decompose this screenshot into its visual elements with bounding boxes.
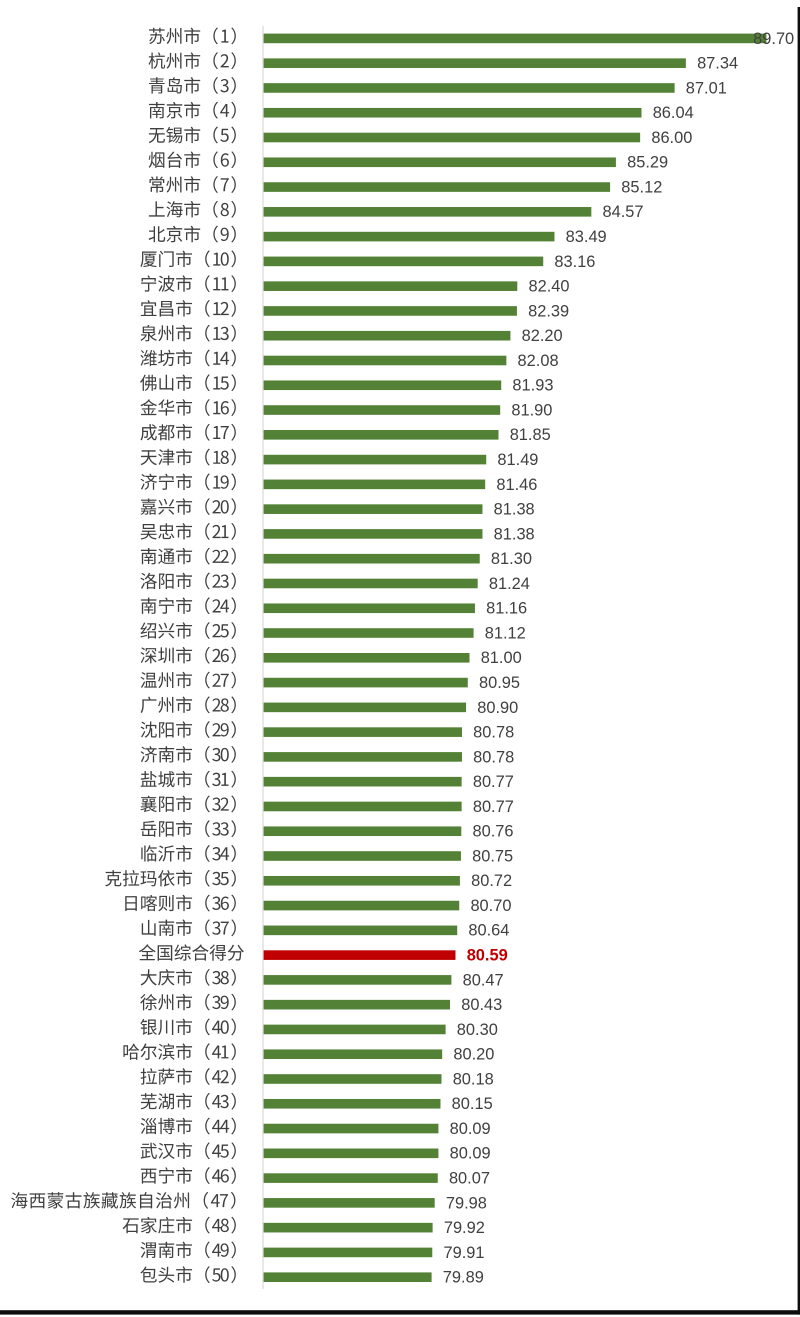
- svg-text:80.70: 80.70: [470, 897, 511, 915]
- svg-text:87.01: 87.01: [686, 79, 727, 97]
- svg-text:82.40: 82.40: [528, 278, 569, 296]
- svg-text:86.04: 86.04: [653, 104, 694, 122]
- svg-text:80.07: 80.07: [449, 1170, 490, 1188]
- svg-text:80.78: 80.78: [473, 724, 514, 742]
- svg-text:80.09: 80.09: [450, 1145, 491, 1163]
- svg-text:81.93: 81.93: [512, 377, 553, 395]
- svg-text:82.20: 82.20: [522, 327, 563, 345]
- svg-text:80.64: 80.64: [468, 922, 509, 940]
- svg-text:89.70: 89.70: [753, 30, 794, 48]
- svg-text:80.78: 80.78: [473, 748, 514, 766]
- svg-text:80.90: 80.90: [477, 699, 518, 717]
- svg-text:80.77: 80.77: [473, 773, 514, 791]
- svg-text:80.15: 80.15: [452, 1095, 493, 1113]
- svg-text:83.49: 83.49: [566, 228, 607, 246]
- svg-text:87.34: 87.34: [697, 55, 738, 73]
- svg-text:86.00: 86.00: [651, 129, 692, 147]
- svg-text:80.59: 80.59: [467, 947, 508, 965]
- svg-text:81.85: 81.85: [510, 426, 551, 444]
- svg-text:82.39: 82.39: [528, 302, 569, 320]
- svg-text:81.46: 81.46: [496, 476, 537, 494]
- svg-text:81.38: 81.38: [494, 525, 535, 543]
- svg-text:80.76: 80.76: [473, 823, 514, 841]
- svg-text:84.57: 84.57: [603, 203, 644, 221]
- svg-text:79.91: 79.91: [443, 1244, 484, 1262]
- svg-text:81.90: 81.90: [511, 401, 552, 419]
- svg-text:80.95: 80.95: [479, 674, 520, 692]
- svg-text:79.98: 79.98: [446, 1194, 487, 1212]
- svg-text:81.30: 81.30: [491, 550, 532, 568]
- svg-text:80.72: 80.72: [471, 872, 512, 890]
- svg-text:80.20: 80.20: [453, 1046, 494, 1064]
- svg-text:81.12: 81.12: [485, 624, 526, 642]
- svg-text:85.29: 85.29: [627, 154, 668, 172]
- svg-text:81.16: 81.16: [486, 600, 527, 618]
- svg-text:80.75: 80.75: [472, 847, 513, 865]
- svg-text:81.00: 81.00: [481, 649, 522, 667]
- svg-text:80.43: 80.43: [461, 996, 502, 1014]
- svg-text:79.92: 79.92: [444, 1219, 485, 1237]
- svg-text:79.89: 79.89: [443, 1269, 484, 1287]
- svg-text:80.18: 80.18: [453, 1070, 494, 1088]
- svg-text:83.16: 83.16: [554, 253, 595, 271]
- svg-text:80.09: 80.09: [450, 1120, 491, 1138]
- svg-text:80.30: 80.30: [457, 1021, 498, 1039]
- svg-text:81.24: 81.24: [489, 575, 530, 593]
- svg-text:81.49: 81.49: [497, 451, 538, 469]
- svg-text:82.08: 82.08: [518, 352, 559, 370]
- svg-text:81.38: 81.38: [494, 501, 535, 519]
- svg-text:80.77: 80.77: [473, 798, 514, 816]
- svg-text:80.47: 80.47: [463, 971, 504, 989]
- svg-text:85.12: 85.12: [621, 178, 662, 196]
